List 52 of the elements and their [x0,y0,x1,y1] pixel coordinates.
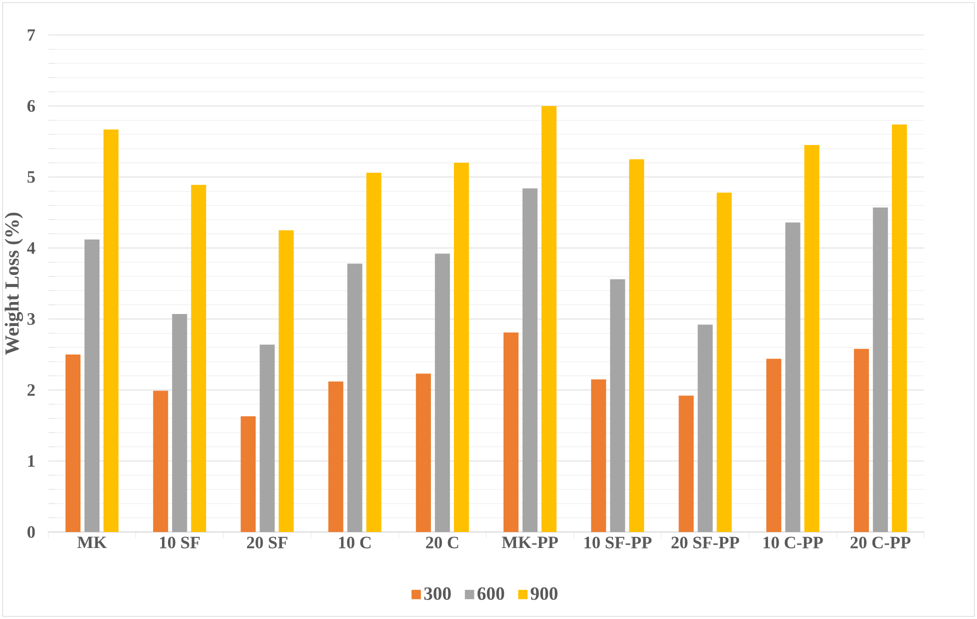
bar [153,390,168,532]
bar [872,208,888,532]
bar [716,192,732,532]
bar [84,239,100,532]
bar [698,324,713,532]
bar [416,374,431,532]
bar [785,222,800,532]
bar [522,188,538,532]
x-tick-label: MK [77,536,107,548]
bar [191,184,206,532]
bar [610,279,626,532]
y-axis-title: Weight Loss (%) [4,212,24,355]
bar [591,379,606,532]
bar [766,358,782,532]
x-tick-label: 10 SF-PP [584,536,652,548]
bar [240,416,256,532]
y-tick-label: 1 [28,455,35,467]
x-tick-label: 20 C [426,536,458,548]
y-tick-label: 6 [27,100,35,112]
bar [104,129,119,532]
bar [629,159,644,532]
y-tick-label: 0 [28,526,35,538]
y-tick-label: 5 [28,171,35,183]
bar [278,230,294,532]
y-tick-label: 7 [28,29,36,41]
y-tick-label: 4 [27,242,36,254]
bar [542,106,557,532]
x-tick-label: 20 C-PP [850,536,910,548]
x-tick-label: 20 SF [246,536,288,548]
bar [504,332,519,532]
legend-label: 300 [424,587,451,600]
bar [892,124,907,532]
bar [366,172,382,532]
bar [66,354,81,532]
bar [454,162,469,532]
bar [434,254,450,532]
bar [172,314,188,532]
bar [804,145,820,532]
y-tick-label: 2 [28,384,35,396]
x-tick-label: 10 C-PP [764,536,823,548]
bar [854,348,869,532]
bar [347,264,362,532]
x-tick-label: MK-PP [502,536,558,548]
y-tick-label: 3 [27,313,35,325]
bar [328,381,344,532]
x-tick-label: 20 SF-PP [672,536,740,548]
x-tick-label: 10 C [339,536,371,548]
x-tick-label: 10 SF [160,536,200,548]
bar [260,344,275,532]
legend-label: 900 [530,587,558,600]
legend-label: 600 [478,587,504,600]
bar [678,396,694,532]
